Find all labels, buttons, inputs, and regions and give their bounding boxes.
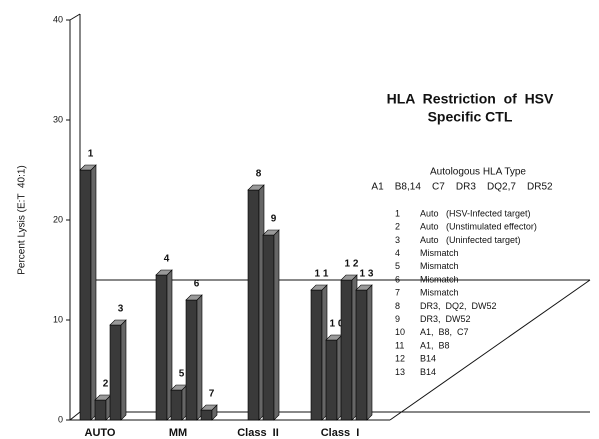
key-number: 2 xyxy=(395,222,400,232)
bar-label: 1 xyxy=(88,149,94,160)
bar-label: 2 xyxy=(103,379,109,390)
bar xyxy=(170,389,183,421)
key-text: Mismatch xyxy=(420,274,459,284)
y-tick-label: 40 xyxy=(53,14,63,24)
bar-label: 3 xyxy=(118,304,124,315)
bar-top xyxy=(155,269,173,276)
bar-top xyxy=(79,164,97,171)
key-number: 4 xyxy=(395,248,400,258)
y-tick-label: 20 xyxy=(53,214,63,224)
key-text: B14 xyxy=(420,354,436,364)
bar-label: 7 xyxy=(209,389,215,400)
bar xyxy=(247,189,260,421)
key-text: A1, B8, C7 xyxy=(420,327,469,337)
bar xyxy=(325,339,338,421)
key-text: Mismatch xyxy=(420,288,459,298)
bar-label: 6 xyxy=(194,279,200,290)
key-text: DR3, DW52 xyxy=(420,314,471,324)
bar-label: 1 3 xyxy=(360,269,374,280)
key-text: B14 xyxy=(420,367,436,377)
box-right-edge xyxy=(389,279,591,421)
key-number: 12 xyxy=(395,354,405,364)
bar-side xyxy=(366,284,373,421)
bar xyxy=(155,274,168,421)
key-number: 10 xyxy=(395,327,405,337)
y-tick-label: 0 xyxy=(58,414,63,424)
bar-top xyxy=(355,284,373,291)
key-text: Auto (Uninfected target) xyxy=(420,235,521,245)
key-number: 7 xyxy=(395,288,400,298)
bar xyxy=(94,399,107,421)
key-number: 13 xyxy=(395,367,405,377)
title-line: HLA Restriction of HSV xyxy=(387,91,554,107)
key-number: 11 xyxy=(395,340,404,350)
key-text: A1, B8 xyxy=(420,340,450,350)
x-tick-label: Class I xyxy=(321,427,360,439)
bar-top xyxy=(185,294,203,301)
key-number: 5 xyxy=(395,261,400,271)
bar xyxy=(262,234,275,421)
key-number: 9 xyxy=(395,314,400,324)
bar-label: 1 1 xyxy=(315,269,329,280)
bar-side xyxy=(120,319,127,421)
key-number: 8 xyxy=(395,301,400,311)
y-axis-label: Percent Lysis (E:T 40:1) xyxy=(17,165,28,275)
bar-label: 4 xyxy=(164,254,170,265)
key-text: DR3, DQ2, DW52 xyxy=(420,301,497,311)
bar-side xyxy=(90,164,97,421)
bar-label: 8 xyxy=(256,169,262,180)
key-text: Mismatch xyxy=(420,261,459,271)
bar xyxy=(109,324,122,421)
bar-top xyxy=(262,229,280,236)
x-tick-label: Class II xyxy=(237,427,279,439)
key-text: Mismatch xyxy=(420,248,459,258)
bar-top xyxy=(310,284,328,291)
bar xyxy=(310,289,323,421)
bar xyxy=(340,279,353,421)
bar-side xyxy=(196,294,203,421)
key-text: Auto (HSV-Infected target) xyxy=(420,208,531,218)
bar xyxy=(79,169,92,421)
box-top-edge xyxy=(69,13,81,21)
floor-side-edge xyxy=(69,411,81,421)
bar xyxy=(200,409,213,421)
bar-top xyxy=(200,404,218,411)
key-text: Auto (Unstimulated effector) xyxy=(420,222,537,232)
legend-heading: Autologous HLA Type xyxy=(430,167,526,178)
key-number: 3 xyxy=(395,235,400,245)
bar-label: 9 xyxy=(271,214,277,225)
bar xyxy=(355,289,368,421)
y-tick-label: 30 xyxy=(53,114,63,124)
bar-top xyxy=(247,184,265,191)
x-tick-label: AUTO xyxy=(85,427,116,439)
bar-top xyxy=(340,274,358,281)
title-line: Specific CTL xyxy=(428,109,513,125)
bar-side xyxy=(273,229,280,421)
bar-top xyxy=(109,319,127,326)
key-number: 1 xyxy=(395,208,400,218)
bar xyxy=(185,299,198,421)
bar-label: 5 xyxy=(179,369,185,380)
y-tick-label: 10 xyxy=(53,314,63,324)
legend-hla: A1 B8,14 C7 DR3 DQ2,7 DR52 xyxy=(371,182,553,193)
bar-label: 1 0 xyxy=(330,319,344,330)
bar-label: 1 2 xyxy=(345,259,359,270)
key-number: 6 xyxy=(395,274,400,284)
x-tick-label: MM xyxy=(169,427,187,439)
